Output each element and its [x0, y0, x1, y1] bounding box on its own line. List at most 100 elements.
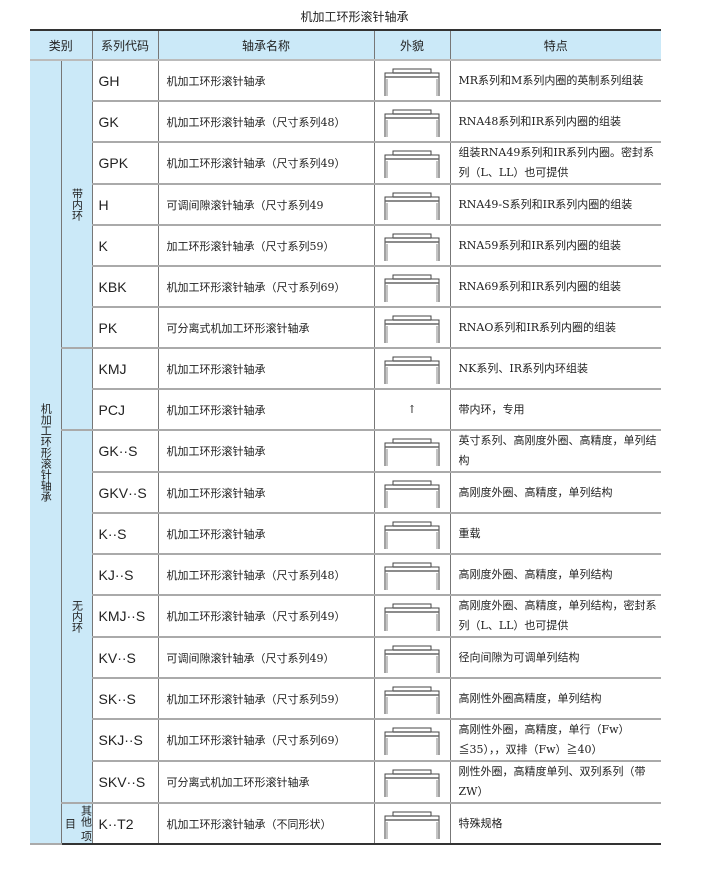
series-code: K··S	[92, 513, 159, 555]
group-label: 其他 项目	[63, 805, 93, 842]
series-code: KBK	[92, 266, 159, 308]
feature-text: 高刚性外圈，高精度，单行（Fw）≦35），，双排（Fw）≧40）	[450, 719, 661, 762]
bearing-name: 机加工环形滚针轴承（尺寸系列48）	[158, 101, 375, 143]
header-code: 系列代码	[92, 29, 159, 61]
feature-text: NK系列、IR系列内环组装	[450, 348, 661, 390]
bearing-name: 机加工环形滚针轴承（尺寸系列49）	[158, 595, 375, 638]
bearing-name: 可分离式机加工环形滚针轴承	[158, 761, 375, 804]
bearing-name: 机加工环形滚针轴承（尺寸系列49）	[158, 142, 375, 185]
series-code: KMJ	[92, 348, 159, 390]
bearing-name: 机加工环形滚针轴承（尺寸系列48）	[158, 554, 375, 596]
bearing-name: 机加工环形滚针轴承	[158, 513, 375, 555]
feature-text: RNA48系列和IR系列内圈的组装	[450, 101, 661, 143]
bearing-profile-icon	[374, 184, 451, 226]
group-cell	[61, 348, 93, 431]
bearing-name: 加工环形滚针轴承（尺寸系列59）	[158, 225, 375, 267]
table-row: PCJ 机加工环形滚针轴承 ↑ 带内环，专用	[30, 389, 661, 431]
table-row: KBK 机加工环形滚针轴承（尺寸系列69） RNA69系列和IR系列内圈的组装	[30, 266, 661, 308]
table-row: SK··S 机加工环形滚针轴承（尺寸系列59） 高刚性外圈高精度，单列结构	[30, 678, 661, 720]
table-row: H 可调间隙滚针轴承（尺寸系列49 RNA49-S系列和IR系列内圈的组装	[30, 184, 661, 226]
bearing-profile-icon	[374, 430, 451, 473]
series-code: KJ··S	[92, 554, 159, 596]
feature-text: 特殊规格	[450, 803, 661, 845]
feature-text: RNA49-S系列和IR系列内圈的组装	[450, 184, 661, 226]
series-code: PCJ	[92, 389, 159, 431]
bearing-profile-icon	[374, 472, 451, 514]
table-row: K··S 机加工环形滚针轴承 重载	[30, 513, 661, 555]
bearing-name: 可分离式机加工环形滚针轴承	[158, 307, 375, 349]
header-name: 轴承名称	[158, 29, 375, 61]
feature-text: 高刚度外圈、高精度，单列结构，密封系列（L、LL）也可提供	[450, 595, 661, 638]
bearing-name: 机加工环形滚针轴承（不同形状）	[158, 803, 375, 845]
series-code: KMJ··S	[92, 595, 159, 638]
series-code: GK	[92, 101, 159, 143]
series-code: K	[92, 225, 159, 267]
table-row: KV··S 可调间隙滚针轴承（尺寸系列49） 径向间隙为可调单列结构	[30, 637, 661, 679]
table-row: GKV··S 机加工环形滚针轴承 高刚度外圈、高精度，单列结构	[30, 472, 661, 514]
series-code: PK	[92, 307, 159, 349]
category-cell: 机加工环形滚针轴承	[30, 60, 62, 845]
group-cell: 其他 项目	[61, 803, 93, 845]
series-code: SKV··S	[92, 761, 159, 804]
bearing-name: 机加工环形滚针轴承	[158, 430, 375, 473]
feature-text: RNA59系列和IR系列内圈的组装	[450, 225, 661, 267]
bearing-profile-icon	[374, 719, 451, 762]
table-row: SKV··S 可分离式机加工环形滚针轴承 刚性外圈，高精度单列、双列系列（带ZW）	[30, 761, 661, 804]
bearing-name: 可调间隙滚针轴承（尺寸系列49	[158, 184, 375, 226]
series-code: GKV··S	[92, 472, 159, 514]
feature-text: 组装RNA49系列和IR系列内圈。密封系列（L、LL）也可提供	[450, 142, 661, 185]
series-code: KV··S	[92, 637, 159, 679]
bearing-name: 机加工环形滚针轴承	[158, 472, 375, 514]
table-row: 机加工环形滚针轴承 带内环 GH 机加工环形滚针轴承 MR系列和M系列内圈的英制系列组装	[30, 60, 661, 845]
table-row: PK 可分离式机加工环形滚针轴承 RNAO系列和IR系列内圈的组装	[30, 307, 661, 349]
bearing-profile-icon	[374, 307, 451, 349]
feature-text: 高刚度外圈、高精度，单列结构	[450, 554, 661, 596]
series-code: GH	[92, 60, 159, 102]
bearing-name: 机加工环形滚针轴承（尺寸系列59）	[158, 678, 375, 720]
bearing-profile-icon	[374, 637, 451, 679]
bearing-profile-icon	[374, 348, 451, 390]
table-row: 无内环 GK··S 机加工环形滚针轴承 英寸系列、高刚度外圈、高精度，单列结构	[30, 430, 661, 804]
table-row: KMJ··S 机加工环形滚针轴承（尺寸系列49） 高刚度外圈、高精度，单列结构，密封…	[30, 595, 661, 638]
table-row: K 加工环形滚针轴承（尺寸系列59） RNA59系列和IR系列内圈的组装	[30, 225, 661, 267]
group-cell: 无内环	[61, 430, 93, 804]
bearing-profile-icon	[374, 803, 451, 845]
group-cell: 带内环	[61, 60, 93, 349]
bearing-table: 类别 系列代码 轴承名称 外貌 特点 机加工环形滚针轴承 带内环 GH 机加工环形滚针…	[30, 29, 661, 845]
series-code: H	[92, 184, 159, 226]
feature-text: 英寸系列、高刚度外圈、高精度，单列结构	[450, 430, 661, 473]
series-code: SKJ··S	[92, 719, 159, 762]
table-row: 其他 项目 K··T2 机加工环形滚针轴承（不同形状） 特殊规格	[30, 803, 661, 845]
feature-text: 重载	[450, 513, 661, 555]
series-code: GPK	[92, 142, 159, 185]
group-label: 带内环	[70, 187, 84, 221]
bearing-profile-icon	[374, 101, 451, 143]
bearing-name: 机加工环形滚针轴承（尺寸系列69）	[158, 266, 375, 308]
header-features: 特点	[450, 29, 661, 61]
series-code: SK··S	[92, 678, 159, 720]
table-row: SKJ··S 机加工环形滚针轴承（尺寸系列69） 高刚性外圈，高精度，单行（Fw）≦…	[30, 719, 661, 762]
bearing-profile-icon	[374, 142, 451, 185]
bearing-name: 机加工环形滚针轴承（尺寸系列69）	[158, 719, 375, 762]
bearing-profile-icon	[374, 60, 451, 102]
table-row: KMJ 机加工环形滚针轴承 NK系列、IR系列内环组装	[30, 348, 661, 431]
series-code: GK··S	[92, 430, 159, 473]
bearing-name: 机加工环形滚针轴承	[158, 348, 375, 390]
feature-text: RNA69系列和IR系列内圈的组装	[450, 266, 661, 308]
bearing-name: 可调间隙滚针轴承（尺寸系列49）	[158, 637, 375, 679]
feature-text: 刚性外圈，高精度单列、双列系列（带ZW）	[450, 761, 661, 804]
header-appearance: 外貌	[374, 29, 451, 61]
header-row: 类别 系列代码 轴承名称 外貌 特点	[30, 29, 661, 61]
feature-text: RNAO系列和IR系列内圈的组装	[450, 307, 661, 349]
feature-text: 带内环，专用	[450, 389, 661, 431]
series-code: K··T2	[92, 803, 159, 845]
feature-text: 高刚性外圈高精度，单列结构	[450, 678, 661, 720]
bearing-profile-icon	[374, 513, 451, 555]
feature-text: 径向间隙为可调单列结构	[450, 637, 661, 679]
table-row: GPK 机加工环形滚针轴承（尺寸系列49） 组装RNA49系列和IR系列内圈。密封系…	[30, 142, 661, 185]
table-row: GK 机加工环形滚针轴承（尺寸系列48） RNA48系列和IR系列内圈的组装	[30, 101, 661, 143]
header-category: 类别	[30, 29, 93, 61]
feature-text: MR系列和M系列内圈的英制系列组装	[450, 60, 661, 102]
bearing-profile-icon	[374, 266, 451, 308]
bearing-profile-icon	[374, 225, 451, 267]
